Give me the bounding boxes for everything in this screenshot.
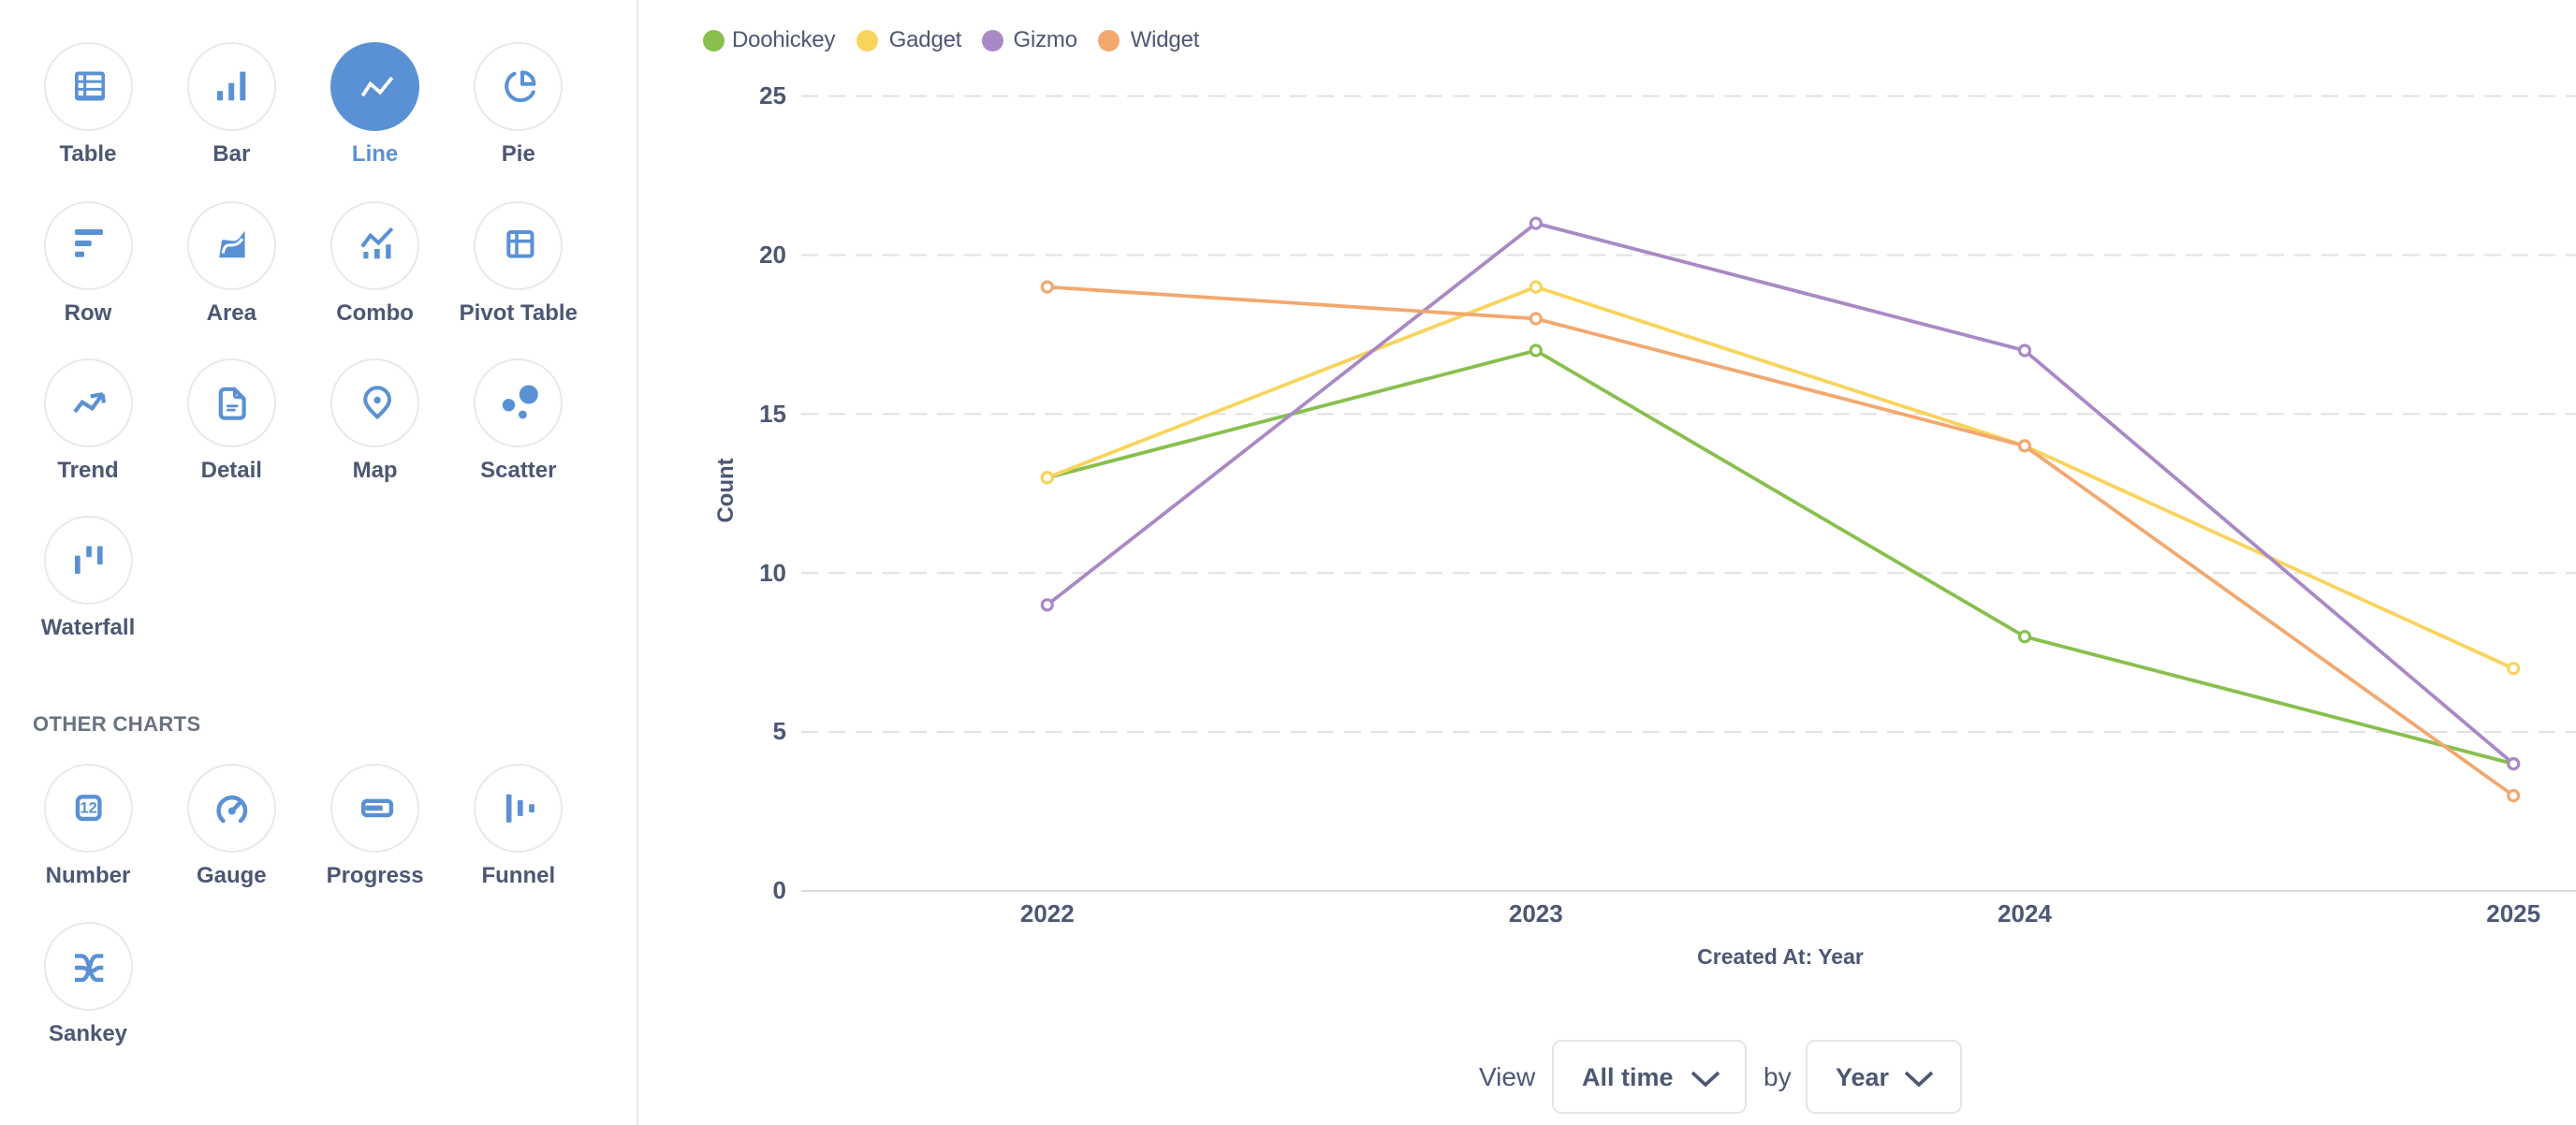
svg-text:12: 12 — [80, 800, 96, 817]
svg-text:2024: 2024 — [1998, 899, 2052, 928]
svg-text:2025: 2025 — [2486, 899, 2540, 928]
svg-text:5: 5 — [773, 717, 786, 745]
svg-text:25: 25 — [759, 81, 786, 110]
svg-text:Created At: Year: Created At: Year — [1697, 944, 1864, 969]
svg-text:2022: 2022 — [1020, 899, 1075, 928]
svg-text:15: 15 — [759, 400, 786, 428]
svg-text:0: 0 — [773, 876, 786, 904]
svg-text:20: 20 — [759, 241, 786, 269]
svg-text:Count: Count — [713, 458, 739, 522]
svg-text:2023: 2023 — [1509, 899, 1563, 928]
svg-text:10: 10 — [759, 559, 786, 587]
